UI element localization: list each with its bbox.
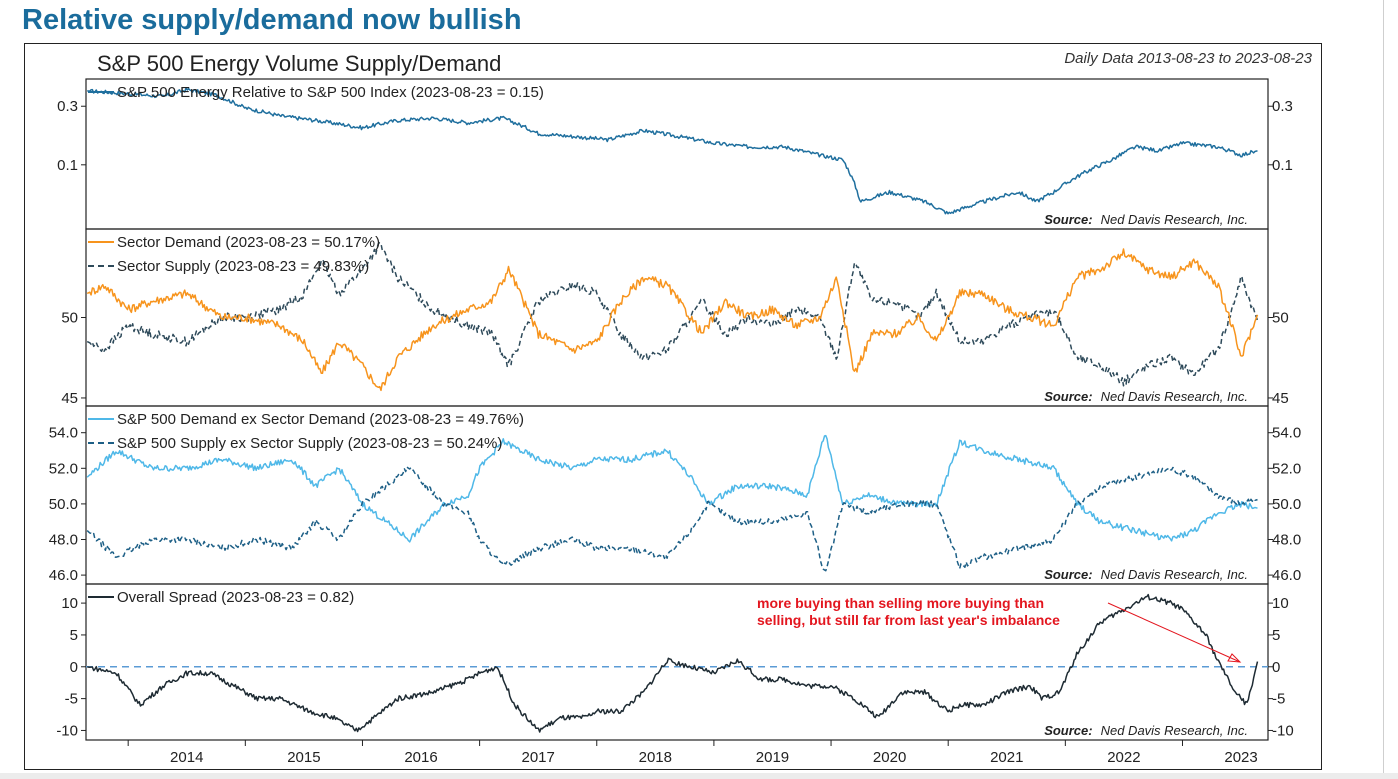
series-line (86, 466, 1258, 572)
panel-2: 50 50 45 45 Sector Demand (2023-08-23 = 50.1… (61, 228, 1289, 407)
series-line (86, 434, 1258, 543)
y-tick-label-left: 52.0 (49, 460, 78, 477)
x-tick-label: 2022 (1107, 749, 1140, 766)
chart-frame (24, 43, 1322, 770)
y-tick-label-right: 48.0 (1272, 532, 1301, 549)
panel-3: 54.0 54.0 52.0 52.0 50.0 50.0 48.0 48.0 46.0 46.0… (49, 405, 1301, 585)
x-tick-label: 2018 (639, 749, 672, 766)
y-tick-label-right: 10 (1272, 595, 1289, 612)
x-tick-label: 2016 (404, 749, 437, 766)
y-tick-label-left: 0.3 (57, 98, 78, 115)
source-note: Source: Ned Davis Research, Inc. (1044, 389, 1248, 404)
x-tick-label: 2023 (1224, 749, 1257, 766)
y-tick-label-right: 0.3 (1272, 98, 1293, 115)
y-tick-label-right: 50 (1272, 310, 1289, 327)
series-line (87, 593, 1259, 733)
source-note: Source: Ned Davis Research, Inc. (1044, 212, 1248, 227)
panel-border (85, 78, 1269, 230)
legend-label: Sector Supply (2023-08-23 = 49.83%) (117, 258, 369, 275)
y-tick-label-left: 48.0 (49, 532, 78, 549)
x-tick-label: 2020 (873, 749, 906, 766)
y-tick-label-left: 5 (70, 627, 78, 644)
x-tick-label: 2021 (990, 749, 1023, 766)
annotation-text: selling, but still far from last year's … (757, 612, 1060, 628)
panel-border (85, 583, 1269, 741)
annotation-arrow (1107, 602, 1241, 663)
y-tick-label-left: 54.0 (49, 425, 78, 442)
y-tick-label-right: -10 (1272, 722, 1294, 739)
panel-4: 10 10 5 5 0 0 -5 -5 -10 -10 Overall Spread (2023-0… (56, 583, 1294, 741)
annotation-text: more buying than selling more buying tha… (757, 595, 1044, 611)
y-tick-label-right: 46.0 (1272, 567, 1301, 584)
legend-label: Sector Demand (2023-08-23 = 50.17%) (117, 234, 380, 251)
series-line (86, 241, 1259, 387)
source-note: Source: Ned Davis Research, Inc. (1044, 723, 1248, 738)
source-note: Source: Ned Davis Research, Inc. (1044, 567, 1248, 582)
panel-1: 0.3 0.3 0.1 0.1 S&P 500 Energy Relative to S… (57, 78, 1293, 230)
bottom-divider (0, 773, 1398, 779)
y-tick-label-left: 45 (61, 390, 78, 407)
series-line (87, 87, 1258, 215)
y-tick-label-left: -10 (56, 722, 78, 739)
y-tick-label-right: -5 (1272, 691, 1285, 708)
y-tick-label-left: 0 (70, 659, 78, 676)
y-tick-label-left: 46.0 (49, 567, 78, 584)
right-divider (1383, 0, 1384, 779)
chart-title: S&P 500 Energy Volume Supply/Demand (97, 51, 501, 76)
x-tick-label: 2015 (287, 749, 320, 766)
panel-border (85, 228, 1269, 407)
series-line (86, 248, 1259, 392)
date-range: Daily Data 2013-08-23 to 2023-08-23 (1064, 50, 1312, 67)
x-tick-label: 2014 (170, 749, 203, 766)
panel-border (85, 405, 1269, 585)
panels-group: 0.3 0.3 0.1 0.1 S&P 500 Energy Relative to S… (49, 78, 1301, 741)
y-tick-label-right: 5 (1272, 627, 1280, 644)
annotation-group: more buying than selling more buying tha… (757, 595, 1242, 663)
y-tick-label-left: 50 (61, 310, 78, 327)
legend-label: S&P 500 Supply ex Sector Supply (2023-08… (117, 435, 502, 452)
legend-label: S&P 500 Demand ex Sector Demand (2023-08… (117, 411, 524, 428)
legend-label: Overall Spread (2023-08-23 = 0.82) (117, 589, 354, 606)
y-tick-label-right: 52.0 (1272, 460, 1301, 477)
y-tick-label-left: 10 (61, 595, 78, 612)
y-tick-label-left: 0.1 (57, 157, 78, 174)
legend-label: S&P 500 Energy Relative to S&P 500 Index… (117, 84, 544, 101)
x-tick-label: 2019 (756, 749, 789, 766)
y-tick-label-right: 0.1 (1272, 157, 1293, 174)
x-axis: 2014 2015 2016 2017 2018 2019 2020 2021 2022 2023 (127, 740, 1258, 766)
y-tick-label-right: 0 (1272, 659, 1280, 676)
headline: Relative supply/demand now bullish (22, 4, 522, 36)
annotation-arrowhead (1227, 653, 1242, 663)
y-tick-label-right: 50.0 (1272, 496, 1301, 513)
y-tick-label-right: 45 (1272, 390, 1289, 407)
y-tick-label-left: -5 (65, 691, 78, 708)
y-tick-label-right: 54.0 (1272, 425, 1301, 442)
x-tick-label: 2017 (521, 749, 554, 766)
y-tick-label-left: 50.0 (49, 496, 78, 513)
